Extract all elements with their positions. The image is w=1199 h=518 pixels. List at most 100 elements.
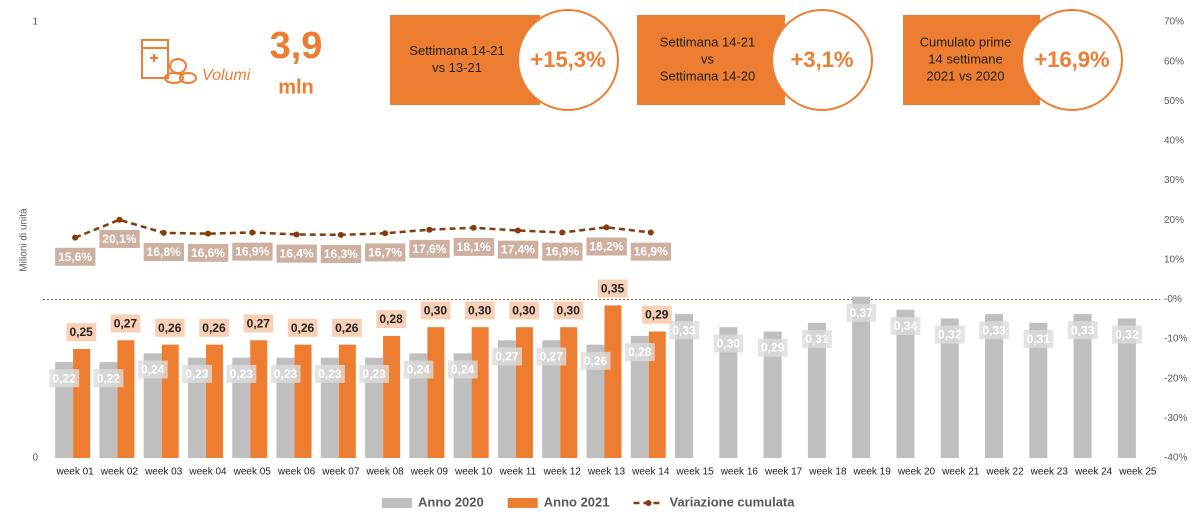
data-label: 0,22 — [97, 371, 121, 385]
x-tick-label: week 15 — [675, 467, 714, 478]
data-label-bg — [642, 305, 672, 324]
y2-tick-label: 60% — [1164, 56, 1184, 67]
y-tick-label: 0 — [32, 453, 38, 464]
x-tick-label: week 25 — [1118, 467, 1157, 478]
data-label-bg — [846, 303, 877, 322]
line-marker — [559, 229, 566, 236]
x-tick-label: week 20 — [897, 467, 936, 478]
x-tick-label: week 04 — [188, 467, 227, 478]
data-label: 0,35 — [601, 282, 625, 296]
data-label: 0,26 — [158, 321, 182, 335]
bar — [383, 335, 401, 458]
data-label-bg — [536, 347, 567, 366]
data-label-bg — [226, 364, 257, 383]
data-label: 0,33 — [982, 323, 1006, 337]
data-label: 0,32 — [1115, 328, 1139, 342]
data-label-bg — [586, 237, 627, 256]
legend-label: Anno 2020 — [418, 494, 484, 509]
x-tick-label: week 05 — [233, 467, 272, 478]
data-label: 0,27 — [114, 316, 138, 330]
bar — [1073, 314, 1092, 458]
y2-tick-label: -40% — [1164, 453, 1187, 464]
annotation-text: vs 13-21 — [432, 60, 482, 75]
data-label: 17,4% — [501, 243, 535, 257]
data-label-bg — [138, 360, 168, 379]
bar — [896, 309, 915, 458]
data-label: 0,26 — [335, 321, 359, 335]
annotation-value: +16,9% — [1034, 47, 1109, 72]
annotation-text: 14 settimane — [928, 51, 1002, 66]
data-label: 0,23 — [185, 367, 209, 381]
legend-swatch — [507, 498, 538, 508]
data-label: 0,23 — [274, 367, 298, 381]
x-tick-label: week 10 — [454, 467, 493, 478]
annotation-box — [903, 15, 1040, 105]
y2-tick-label: -10% — [1164, 334, 1187, 345]
data-label-bg — [49, 369, 80, 388]
data-label: 0,24 — [451, 363, 475, 377]
legend-label: Anno 2021 — [544, 494, 610, 509]
annotation-text: Cumulato prime — [920, 34, 1012, 49]
data-label: 0,25 — [69, 325, 93, 339]
data-label: 0,30 — [717, 336, 741, 350]
bar — [542, 340, 561, 458]
y2-tick-label: 10% — [1164, 254, 1184, 265]
bar — [117, 340, 135, 458]
x-tick-label: week 23 — [1030, 467, 1069, 478]
data-label-bg — [365, 243, 406, 262]
data-label-bg — [580, 351, 611, 370]
data-label-bg — [553, 301, 584, 320]
y-tick-label: 1 — [32, 17, 38, 28]
data-label: 0,30 — [557, 303, 581, 317]
data-label: 0,23 — [362, 367, 386, 381]
line-marker — [293, 231, 300, 238]
data-label: 0,27 — [495, 349, 519, 363]
data-label: 16,9% — [634, 245, 668, 259]
x-tick-label: week 06 — [277, 467, 316, 478]
data-label: 0,30 — [468, 303, 492, 317]
annotation-text: 2021 vs 2020 — [926, 68, 1004, 83]
data-label: 16,3% — [324, 247, 358, 261]
y2-tick-label: -0% — [1164, 294, 1182, 305]
data-label: 0,23 — [318, 367, 342, 381]
data-label: 0,27 — [540, 349, 564, 363]
data-label: 0,28 — [628, 345, 652, 359]
icon-label: Volumi — [202, 67, 251, 84]
annotation-text: Settimana 14-20 — [660, 68, 755, 83]
data-label-bg — [757, 338, 788, 357]
data-label-bg — [453, 237, 494, 256]
line-marker — [72, 234, 79, 241]
data-label: 0,27 — [247, 316, 271, 330]
x-tick-label: week 16 — [720, 467, 759, 478]
data-label-bg — [409, 239, 450, 258]
y2-tick-label: -20% — [1164, 373, 1187, 384]
bar — [294, 344, 312, 458]
data-label-bg — [1023, 330, 1054, 349]
data-label-bg — [155, 318, 185, 337]
data-label-bg — [243, 314, 274, 333]
x-tick-label: week 18 — [808, 467, 847, 478]
y2-tick-label: 50% — [1164, 96, 1184, 107]
x-tick-label: week 02 — [100, 467, 139, 478]
x-tick-label: week 09 — [410, 467, 449, 478]
annotation-box — [637, 15, 785, 105]
annotation-circle — [771, 9, 873, 111]
line — [74, 218, 651, 239]
x-tick-label: week 08 — [365, 467, 404, 478]
data-label: 16,8% — [147, 245, 181, 259]
data-label-bg — [542, 242, 583, 261]
bar — [453, 353, 472, 458]
bar — [338, 344, 356, 458]
annotation-text: vs — [701, 51, 715, 66]
data-label-bg — [403, 360, 434, 379]
y2-tick-label: 30% — [1164, 175, 1184, 186]
data-label-bg — [93, 369, 124, 388]
data-label: 16,9% — [545, 245, 579, 259]
line-marker — [382, 230, 389, 237]
bar — [1117, 318, 1136, 458]
data-label: 16,7% — [368, 245, 402, 259]
data-label: 0,26 — [584, 354, 608, 368]
data-label-bg — [315, 364, 345, 383]
bar — [604, 305, 622, 458]
data-label: 17,6% — [412, 242, 446, 256]
